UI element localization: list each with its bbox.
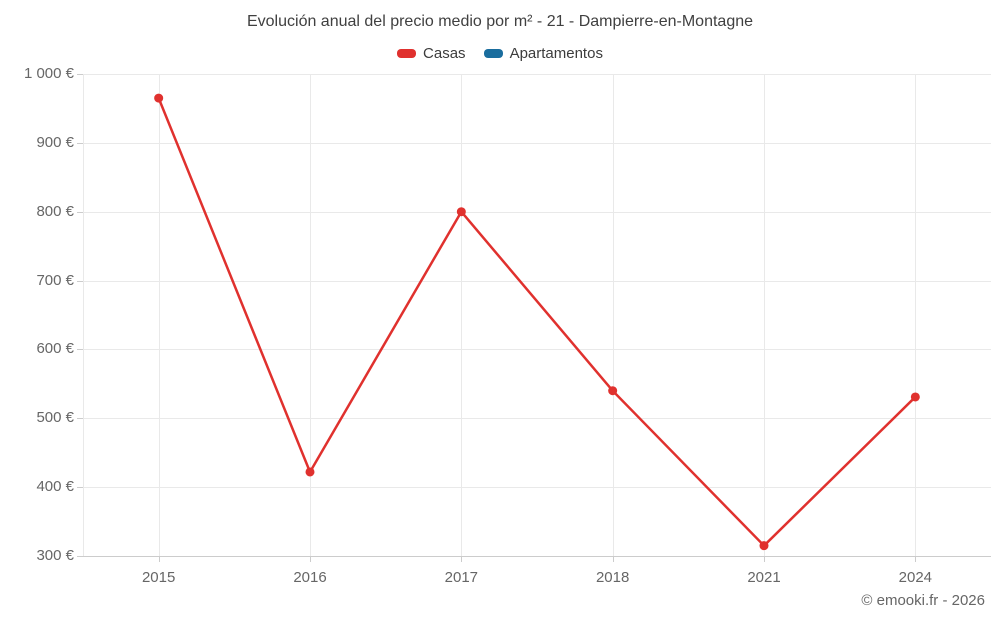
- y-axis-label: 900 €: [36, 133, 74, 151]
- legend-label-apartamentos: Apartamentos: [509, 45, 603, 62]
- x-axis-label: 2021: [747, 569, 781, 586]
- y-axis-label: 1 000 €: [23, 65, 74, 82]
- x-axis-label: 2024: [898, 569, 933, 586]
- series-line-casas: [157, 97, 917, 547]
- legend-label-casas: Casas: [423, 45, 466, 62]
- legend-item-casas[interactable]: Casas: [397, 45, 466, 62]
- data-point-casas: [305, 467, 315, 477]
- data-point-casas: [759, 541, 769, 551]
- y-axis-label: 400 €: [36, 478, 74, 496]
- data-point-casas: [456, 207, 466, 217]
- credit-text: © emooki.fr - 2026: [861, 592, 985, 609]
- y-axis-label: 600 €: [36, 340, 74, 358]
- legend-swatch-apartamentos-icon: [483, 49, 503, 58]
- data-point-casas: [154, 93, 164, 103]
- x-axis-label: 2017: [444, 569, 479, 586]
- x-axis-label: 2018: [595, 569, 630, 586]
- y-axis-label: 800 €: [36, 202, 74, 220]
- y-axis-label: 300 €: [36, 547, 74, 564]
- legend: Casas Apartamentos: [0, 45, 1000, 62]
- x-axis-label: 2016: [293, 569, 327, 586]
- data-point-casas: [910, 392, 920, 402]
- legend-item-apartamentos[interactable]: Apartamentos: [483, 45, 603, 62]
- data-point-casas: [608, 386, 618, 396]
- legend-swatch-casas-icon: [397, 49, 417, 58]
- x-axis-label: 2015: [141, 569, 176, 586]
- y-axis-label: 500 €: [36, 409, 74, 427]
- chart-title: Evolución anual del precio medio por m² …: [246, 13, 754, 30]
- y-axis-label: 700 €: [36, 271, 74, 289]
